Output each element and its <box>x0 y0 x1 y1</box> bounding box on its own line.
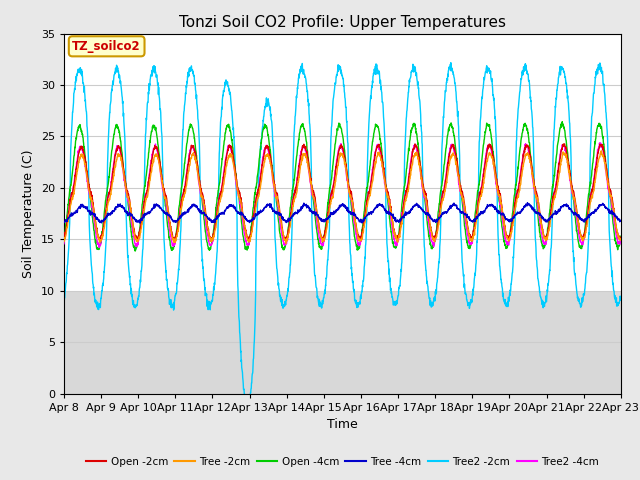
Tree2 -4cm <box>504 240 512 246</box>
Tree -2cm <box>371 165 379 170</box>
Open -4cm <box>60 236 68 242</box>
Tree2 -2cm <box>359 284 367 290</box>
Tree -4cm <box>136 220 143 226</box>
Tree -2cm <box>568 187 575 192</box>
Open -2cm <box>359 226 367 232</box>
Tree2 -4cm <box>596 140 604 146</box>
Tree2 -2cm <box>60 297 68 302</box>
Line: Tree2 -2cm: Tree2 -2cm <box>64 63 621 408</box>
Tree -2cm <box>597 148 605 154</box>
Tree -2cm <box>617 236 625 241</box>
Tree -4cm <box>584 216 591 221</box>
Open -4cm <box>568 184 576 190</box>
Tree2 -4cm <box>617 237 625 243</box>
Line: Tree -4cm: Tree -4cm <box>64 203 621 223</box>
Open -2cm <box>216 193 223 199</box>
Open -4cm <box>559 119 566 124</box>
Tree -2cm <box>282 240 290 246</box>
Tree -4cm <box>371 205 379 211</box>
Open -2cm <box>584 212 591 218</box>
Tree -4cm <box>359 219 367 225</box>
Tree -4cm <box>568 208 576 214</box>
Tree2 -4cm <box>60 241 68 247</box>
Tree2 -2cm <box>568 223 576 229</box>
X-axis label: Time: Time <box>327 418 358 431</box>
Line: Open -2cm: Open -2cm <box>64 144 621 242</box>
Open -4cm <box>617 233 625 239</box>
Tree2 -2cm <box>617 294 625 300</box>
Tree2 -4cm <box>95 245 103 251</box>
Open -2cm <box>560 141 568 147</box>
Tree2 -4cm <box>216 195 223 201</box>
Open -4cm <box>131 248 139 254</box>
Tree2 -4cm <box>359 229 367 235</box>
Open -4cm <box>359 223 367 229</box>
Tree -4cm <box>524 200 531 205</box>
Line: Open -4cm: Open -4cm <box>64 121 621 251</box>
Open -4cm <box>371 127 379 132</box>
Tree -2cm <box>60 239 68 244</box>
Legend: Open -2cm, Tree -2cm, Open -4cm, Tree -4cm, Tree2 -2cm, Tree2 -4cm: Open -2cm, Tree -2cm, Open -4cm, Tree -4… <box>81 453 604 471</box>
Open -2cm <box>504 236 512 241</box>
Tree2 -2cm <box>244 406 252 411</box>
Tree2 -2cm <box>584 257 591 263</box>
Open -4cm <box>584 203 591 209</box>
Tree -2cm <box>359 231 367 237</box>
Text: TZ_soilco2: TZ_soilco2 <box>72 40 141 53</box>
Tree2 -2cm <box>447 60 454 66</box>
Tree2 -2cm <box>371 70 379 75</box>
Tree -4cm <box>216 211 223 216</box>
Open -2cm <box>371 156 379 161</box>
Tree -4cm <box>60 219 68 225</box>
Tree -4cm <box>504 218 512 224</box>
Tree -2cm <box>504 237 512 243</box>
Open -2cm <box>60 233 68 239</box>
Tree2 -2cm <box>505 296 513 302</box>
Tree2 -2cm <box>216 151 223 156</box>
Open -4cm <box>504 241 512 247</box>
Open -2cm <box>617 235 625 240</box>
Line: Tree -2cm: Tree -2cm <box>64 151 621 243</box>
Open -2cm <box>170 239 178 245</box>
Line: Tree2 -4cm: Tree2 -4cm <box>64 143 621 248</box>
Tree2 -4cm <box>371 150 379 156</box>
Tree2 -4cm <box>568 189 575 195</box>
Tree -2cm <box>216 201 223 207</box>
Tree -2cm <box>584 221 591 227</box>
Tree2 -4cm <box>584 216 591 221</box>
Tree -4cm <box>617 217 625 223</box>
Bar <box>64 291 621 394</box>
Open -4cm <box>216 180 223 186</box>
Title: Tonzi Soil CO2 Profile: Upper Temperatures: Tonzi Soil CO2 Profile: Upper Temperatur… <box>179 15 506 30</box>
Open -2cm <box>568 183 576 189</box>
Y-axis label: Soil Temperature (C): Soil Temperature (C) <box>22 149 35 278</box>
